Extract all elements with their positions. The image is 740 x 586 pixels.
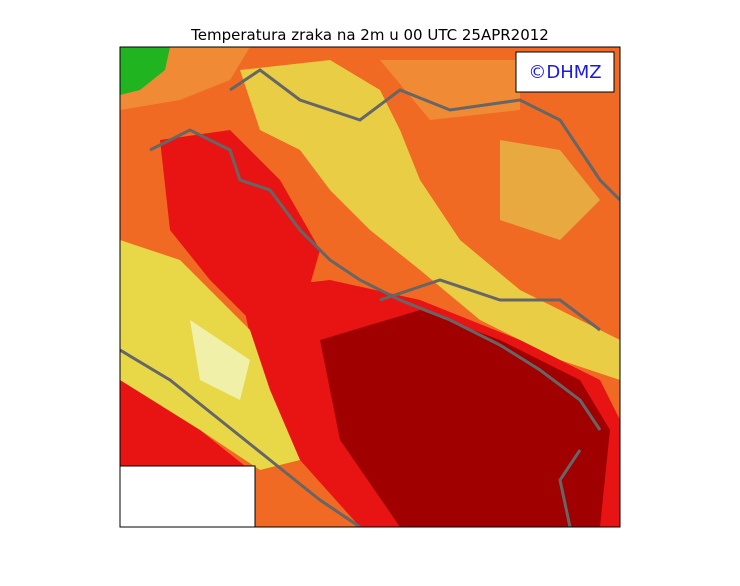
- info-box: [119, 465, 256, 528]
- title: Temperatura zraka na 2m u 00 UTC 25APR20…: [190, 26, 549, 44]
- logo: ©DHMZ: [528, 62, 601, 83]
- logo-box: [515, 51, 615, 93]
- map-frame: [119, 46, 621, 528]
- temperature-field: [120, 47, 620, 527]
